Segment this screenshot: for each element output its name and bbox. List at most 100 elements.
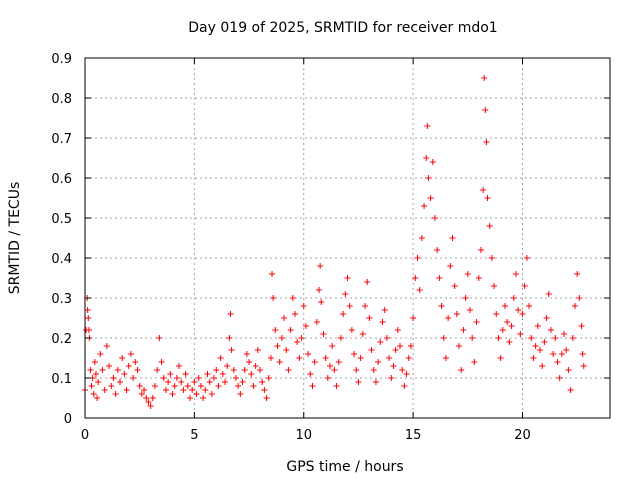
data-point — [534, 323, 541, 329]
data-point — [324, 375, 331, 381]
data-point — [515, 307, 522, 313]
data-point — [191, 379, 198, 385]
data-point — [92, 371, 99, 377]
data-point — [94, 395, 101, 401]
data-point — [483, 139, 490, 145]
data-point — [193, 391, 200, 397]
data-point — [110, 375, 117, 381]
data-point — [480, 187, 487, 193]
data-point — [309, 383, 316, 389]
data-point — [224, 363, 231, 369]
plot-frame — [84, 57, 611, 419]
data-point — [370, 367, 377, 373]
data-point — [451, 283, 458, 289]
data-point — [528, 335, 535, 341]
data-point — [316, 287, 323, 293]
x-tick-labels: 0 5 10 15 20 — [81, 428, 531, 443]
data-point — [429, 159, 436, 165]
data-point — [147, 403, 154, 409]
data-point — [281, 315, 288, 321]
data-point — [462, 295, 469, 301]
data-point — [171, 383, 178, 389]
data-point — [379, 319, 386, 325]
data-point — [331, 367, 338, 373]
data-point — [267, 355, 274, 361]
data-point — [477, 247, 484, 253]
x-tick-label: 0 — [81, 428, 89, 443]
data-point — [348, 327, 355, 333]
data-point — [579, 351, 586, 357]
data-point — [259, 379, 266, 385]
data-point — [138, 391, 145, 397]
data-point — [95, 379, 102, 385]
y-tick-label: 0.6 — [51, 172, 72, 187]
data-point — [211, 375, 218, 381]
data-point — [427, 195, 434, 201]
data-point — [543, 315, 550, 321]
data-point — [117, 379, 123, 385]
data-point — [383, 335, 390, 341]
data-point — [563, 347, 570, 353]
chart-title: Day 019 of 2025, SRMTID for receiver mdo… — [188, 20, 497, 36]
x-tick-label: 15 — [405, 428, 422, 443]
data-point — [119, 355, 126, 361]
data-point — [206, 379, 213, 385]
data-point — [114, 367, 121, 373]
data-point — [342, 291, 349, 297]
data-point — [320, 331, 327, 337]
data-point — [156, 335, 163, 341]
data-point — [377, 339, 384, 345]
data-point — [202, 387, 209, 393]
data-point — [344, 275, 351, 281]
data-point — [134, 367, 141, 373]
data-point — [473, 319, 480, 325]
data-point — [298, 335, 305, 341]
data-point — [512, 271, 519, 277]
gridlines — [85, 58, 610, 418]
data-point — [519, 311, 526, 317]
data-point — [414, 255, 421, 261]
y-tick-label: 0.3 — [51, 292, 72, 307]
data-point — [497, 355, 504, 361]
data-point — [424, 123, 431, 129]
data-point — [506, 339, 513, 345]
data-point — [294, 339, 301, 345]
data-point — [287, 327, 294, 333]
data-point — [141, 387, 148, 393]
data-point — [184, 383, 191, 389]
data-point — [276, 359, 283, 365]
data-point — [482, 107, 489, 113]
data-point — [162, 387, 169, 393]
data-point — [333, 383, 340, 389]
data-point — [504, 319, 511, 325]
data-point — [517, 331, 524, 337]
data-point — [554, 359, 561, 365]
data-point — [327, 363, 333, 369]
data-point — [425, 175, 432, 181]
data-point — [154, 367, 161, 373]
data-point — [248, 371, 255, 377]
data-point — [405, 355, 412, 361]
data-point — [423, 155, 430, 161]
data-point — [90, 391, 97, 397]
data-point — [401, 383, 408, 389]
data-point — [285, 367, 292, 373]
data-point — [449, 235, 456, 241]
data-point — [556, 375, 563, 381]
data-point — [88, 383, 95, 389]
data-point — [176, 363, 183, 369]
data-point — [97, 351, 104, 357]
data-point — [410, 315, 417, 321]
data-point — [252, 363, 259, 369]
data-point — [541, 339, 548, 345]
data-point — [397, 343, 403, 349]
data-point — [547, 327, 554, 333]
data-point — [526, 303, 533, 309]
data-point — [289, 295, 296, 301]
data-point — [239, 379, 246, 385]
data-point — [241, 367, 248, 373]
y-tick-label: 0 — [64, 412, 72, 427]
data-point — [530, 355, 537, 361]
data-point — [481, 75, 488, 81]
